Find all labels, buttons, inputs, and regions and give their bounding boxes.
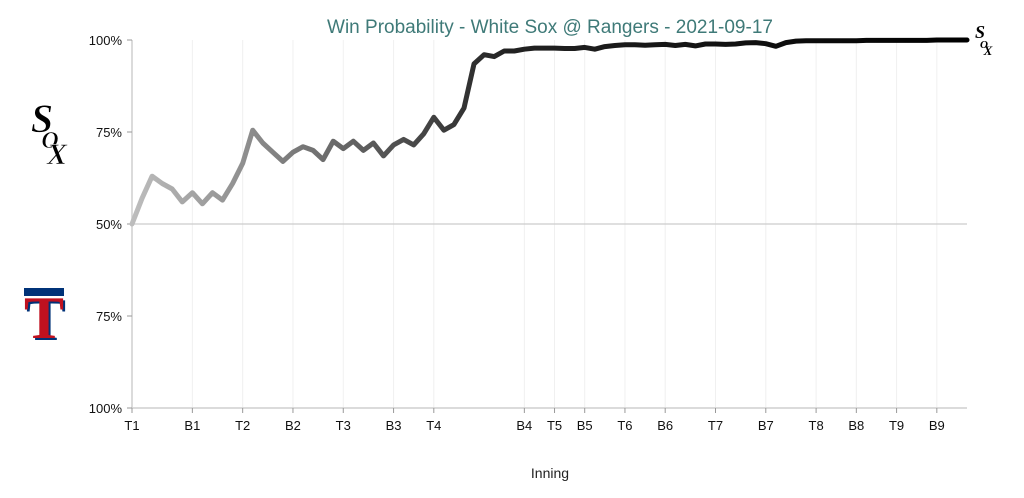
svg-text:O: O (980, 39, 988, 51)
y-tick-label-0: 100% (89, 33, 123, 48)
x-tick-label-11: B6 (657, 418, 673, 433)
svg-text:X: X (46, 138, 68, 171)
x-tick-label-7: B4 (516, 418, 532, 433)
svg-text:T: T (24, 285, 64, 351)
y-tick-label-2: 50% (96, 217, 122, 232)
y-tick-label-3: 75% (96, 309, 122, 324)
svg-text:S: S (31, 96, 53, 141)
win-probability-line (129, 37, 970, 227)
svg-text:X: X (983, 43, 993, 58)
line-end-white-sox-logo: S O X (975, 22, 993, 58)
svg-text:T: T (26, 287, 66, 353)
x-tick-label-3: B2 (285, 418, 301, 433)
x-tick-label-1: B1 (184, 418, 200, 433)
x-tick-label-13: B7 (758, 418, 774, 433)
x-tick-label-6: T4 (426, 418, 441, 433)
x-tick-label-16: T9 (889, 418, 904, 433)
y-tick-label-4: 100% (89, 401, 123, 416)
svg-text:S: S (975, 22, 985, 42)
y-tick-label-1: 75% (96, 125, 122, 140)
x-tick-label-0: T1 (124, 418, 139, 433)
x-tick-label-4: T3 (336, 418, 351, 433)
y-axis-ticks: 100% 75% 50% 75% 100% (89, 33, 132, 416)
axes (131, 40, 967, 409)
white-sox-logo: S O X (31, 96, 69, 172)
x-tick-label-9: B5 (577, 418, 593, 433)
x-axis-label: Inning (531, 465, 569, 481)
x-axis-ticks: T1 B1 T2 B2 T3 B3 T4 B4 T5 B5 T6 B6 T7 B7 T8 B8 T9 B9 (124, 408, 945, 433)
svg-text:O: O (41, 128, 58, 154)
rangers-logo: T T (24, 285, 66, 353)
x-tick-label-2: T2 (235, 418, 250, 433)
x-tick-label-12: T7 (708, 418, 723, 433)
series-group (129, 37, 970, 227)
x-tick-label-17: B9 (929, 418, 945, 433)
chart-title: Win Probability - White Sox @ Rangers - … (327, 17, 773, 38)
x-tick-label-14: T8 (809, 418, 824, 433)
x-tick-label-10: T6 (617, 418, 632, 433)
x-tick-label-15: B8 (848, 418, 864, 433)
x-tick-label-5: B3 (386, 418, 402, 433)
x-tick-label-8: T5 (547, 418, 562, 433)
